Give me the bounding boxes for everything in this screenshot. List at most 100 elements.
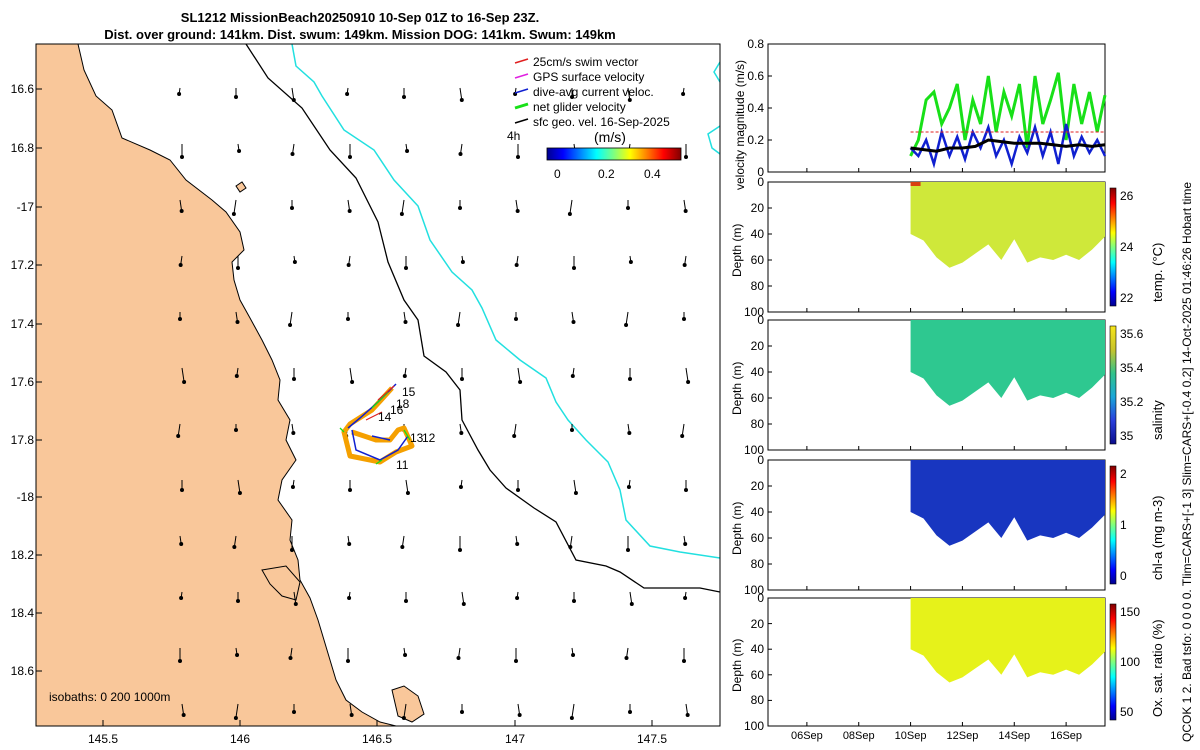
- y-tick-label: 100: [743, 719, 764, 733]
- current-arrow: [568, 535, 573, 549]
- y-tick-label: 0.8: [747, 37, 764, 51]
- current-arrow: [288, 647, 293, 660]
- current-arrow: [567, 199, 573, 216]
- colorbar-tick-label: 1: [1120, 518, 1127, 532]
- legend-4h: 4h: [507, 129, 521, 143]
- current-arrow: [404, 256, 408, 270]
- legend-mark: [514, 88, 529, 94]
- track-label: 13: [410, 431, 424, 445]
- current-arrow: [347, 591, 352, 600]
- lat-tick-label: 17.2: [10, 258, 34, 272]
- current-arrow: [459, 87, 464, 102]
- y-tick-label: 80: [750, 279, 764, 293]
- current-arrow: [234, 367, 239, 378]
- y-tick-label: 20: [750, 201, 764, 215]
- legend-gps-velocity: GPS surface velocity: [533, 70, 645, 84]
- current-arrow: [683, 199, 688, 213]
- y-tick-label: 0: [757, 453, 764, 467]
- lat-tick-label: 16.8: [10, 141, 34, 155]
- current-arrow: [684, 144, 688, 159]
- track-label: 14: [378, 410, 392, 424]
- track-label: 12: [422, 431, 436, 445]
- lat-tick-label: 18.6: [10, 664, 34, 678]
- colorbar-tick-label: 150: [1120, 605, 1141, 619]
- lat-tick-label: 18.2: [10, 548, 34, 562]
- time-tick-label: 06Sep: [790, 730, 823, 742]
- current-arrow: [179, 199, 184, 213]
- velocity-series-line: [909, 122, 1107, 169]
- lon-tick-label: 145.5: [87, 732, 119, 746]
- lon-tick-label: 147: [504, 732, 526, 746]
- current-arrow: [293, 591, 298, 606]
- track-label: 16: [390, 403, 404, 417]
- processing-info: QCOK 1 2. Bad tsfo: 0 0 0 0. Tlim=CARS+[…: [1180, 181, 1194, 742]
- current-arrow: [346, 312, 350, 321]
- swim-vectors: [365, 385, 395, 421]
- current-arrow: [570, 88, 574, 99]
- current-arrow: [290, 143, 295, 156]
- current-arrow: [402, 367, 407, 378]
- colorbar-tick-label: 35.4: [1120, 361, 1144, 375]
- current-arrow: [404, 592, 408, 603]
- current-arrow: [288, 311, 293, 327]
- current-arrow: [571, 311, 576, 324]
- current-arrow: [459, 423, 464, 435]
- colorbar-tick: 0.4: [644, 167, 661, 181]
- current-arrow: [235, 311, 240, 324]
- current-arrow: [628, 368, 632, 381]
- y-tick-label: 80: [750, 417, 764, 431]
- isobaths-label: isobaths: 0 200 1000m: [49, 690, 171, 704]
- y-tick-label: 20: [750, 479, 764, 493]
- y-tick-label: 40: [750, 642, 764, 657]
- lat-tick-label: 17.6: [10, 375, 34, 389]
- isobath-1000m: [291, 44, 720, 559]
- colorbar-tick-label: 26: [1120, 189, 1134, 203]
- current-arrow: [682, 255, 687, 267]
- y-tick-label: 100: [743, 583, 764, 597]
- section-heatmap: [910, 182, 1105, 268]
- current-arrow: [573, 479, 578, 495]
- current-arrow: [626, 536, 630, 552]
- current-arrow: [629, 591, 634, 606]
- y-tick-label: 0.2: [747, 133, 764, 147]
- current-arrow: [290, 536, 294, 552]
- current-arrow: [627, 423, 632, 435]
- y-tick-label: 40: [750, 505, 764, 519]
- current-arrow: [292, 368, 296, 381]
- current-arrow: [290, 200, 294, 210]
- current-arrow: [399, 199, 405, 216]
- legend-dive-avg: dive-avg current veloc.: [533, 85, 654, 99]
- y-tick-label: 80: [750, 557, 764, 571]
- current-arrow: [178, 648, 182, 663]
- current-arrow: [456, 647, 461, 660]
- y-tick-label: 100: [743, 305, 764, 319]
- current-arrow: [572, 592, 576, 603]
- colorbar-tick-label: 50: [1120, 705, 1134, 719]
- current-arrow: [181, 703, 186, 717]
- legend-mark: [514, 118, 529, 124]
- current-arrow: [460, 368, 464, 381]
- lat-tick-label: -18: [16, 490, 34, 504]
- current-arrow: [626, 479, 631, 489]
- current-arrow: [349, 367, 355, 384]
- y-tick-label: 60: [750, 667, 764, 682]
- current-arrow: [236, 592, 240, 603]
- section-heatmap: [910, 460, 1105, 546]
- current-arrow: [291, 87, 296, 102]
- island: [391, 685, 425, 723]
- colorbar-tick: 0.2: [598, 167, 615, 181]
- speed-colorbar: [546, 147, 682, 161]
- colorbar-label: temp. (°C): [1150, 242, 1165, 302]
- current-arrow: [515, 591, 520, 600]
- time-tick-label: 08Sep: [842, 730, 875, 742]
- current-arrow: [346, 648, 350, 663]
- lat-tick-label: 18.4: [10, 606, 34, 620]
- current-arrow: [233, 703, 239, 720]
- current-arrow: [231, 199, 237, 216]
- current-arrow: [514, 255, 519, 267]
- current-arrow: [349, 703, 354, 717]
- panel-y-label: Depth (m): [730, 223, 744, 277]
- y-tick-label: 20: [750, 616, 764, 631]
- y-tick-label: 0: [757, 165, 764, 179]
